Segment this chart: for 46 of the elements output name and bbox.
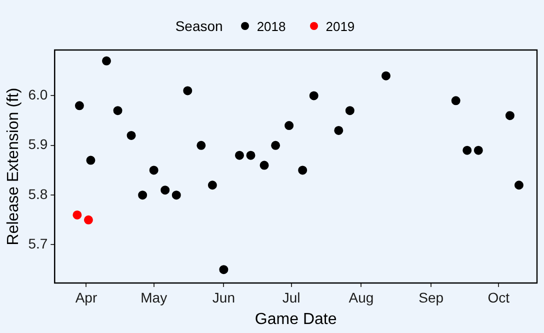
- y-tick-label: 5.7: [28, 236, 48, 252]
- point: [260, 160, 269, 170]
- point: [183, 86, 192, 96]
- point: [451, 96, 460, 106]
- legend-label: 2019: [326, 18, 355, 34]
- point: [462, 146, 472, 155]
- x-tick-label: Jul: [282, 289, 300, 306]
- point: [246, 150, 256, 160]
- x-tick-label: Jun: [212, 289, 235, 306]
- point: [334, 126, 344, 135]
- legend-label: 2018: [256, 18, 286, 34]
- legend-title: Season: [175, 18, 223, 34]
- point: [309, 91, 318, 100]
- x-tick-label: Oct: [488, 289, 510, 306]
- point: [208, 180, 217, 190]
- point: [234, 150, 244, 160]
- point: [172, 190, 181, 200]
- point: [381, 71, 390, 80]
- point: [86, 156, 96, 165]
- x-tick-label: Aug: [348, 289, 374, 306]
- point: [126, 130, 136, 140]
- point: [505, 111, 514, 120]
- y-axis-title: Release Extension (ft): [5, 88, 22, 246]
- point: [74, 101, 84, 110]
- point: [219, 265, 228, 274]
- point: [160, 186, 170, 195]
- point: [72, 210, 82, 220]
- point: [196, 140, 206, 150]
- point: [298, 166, 308, 175]
- point: [284, 121, 294, 130]
- y-tick-label: 5.8: [28, 186, 48, 202]
- x-tick-label: May: [140, 289, 168, 306]
- point: [345, 106, 354, 116]
- y-tick-label: 6.0: [28, 86, 48, 103]
- y-tick-label: 5.9: [28, 136, 48, 152]
- x-tick-label: Apr: [75, 289, 98, 306]
- point: [113, 106, 122, 116]
- point: [514, 180, 524, 190]
- point: [474, 146, 483, 155]
- point: [138, 190, 148, 200]
- point: [271, 140, 280, 150]
- point: [84, 215, 93, 224]
- point: [149, 166, 158, 175]
- point: [102, 56, 111, 66]
- x-tick-label: Sep: [418, 289, 444, 306]
- x-axis-title: Game Date: [254, 310, 337, 328]
